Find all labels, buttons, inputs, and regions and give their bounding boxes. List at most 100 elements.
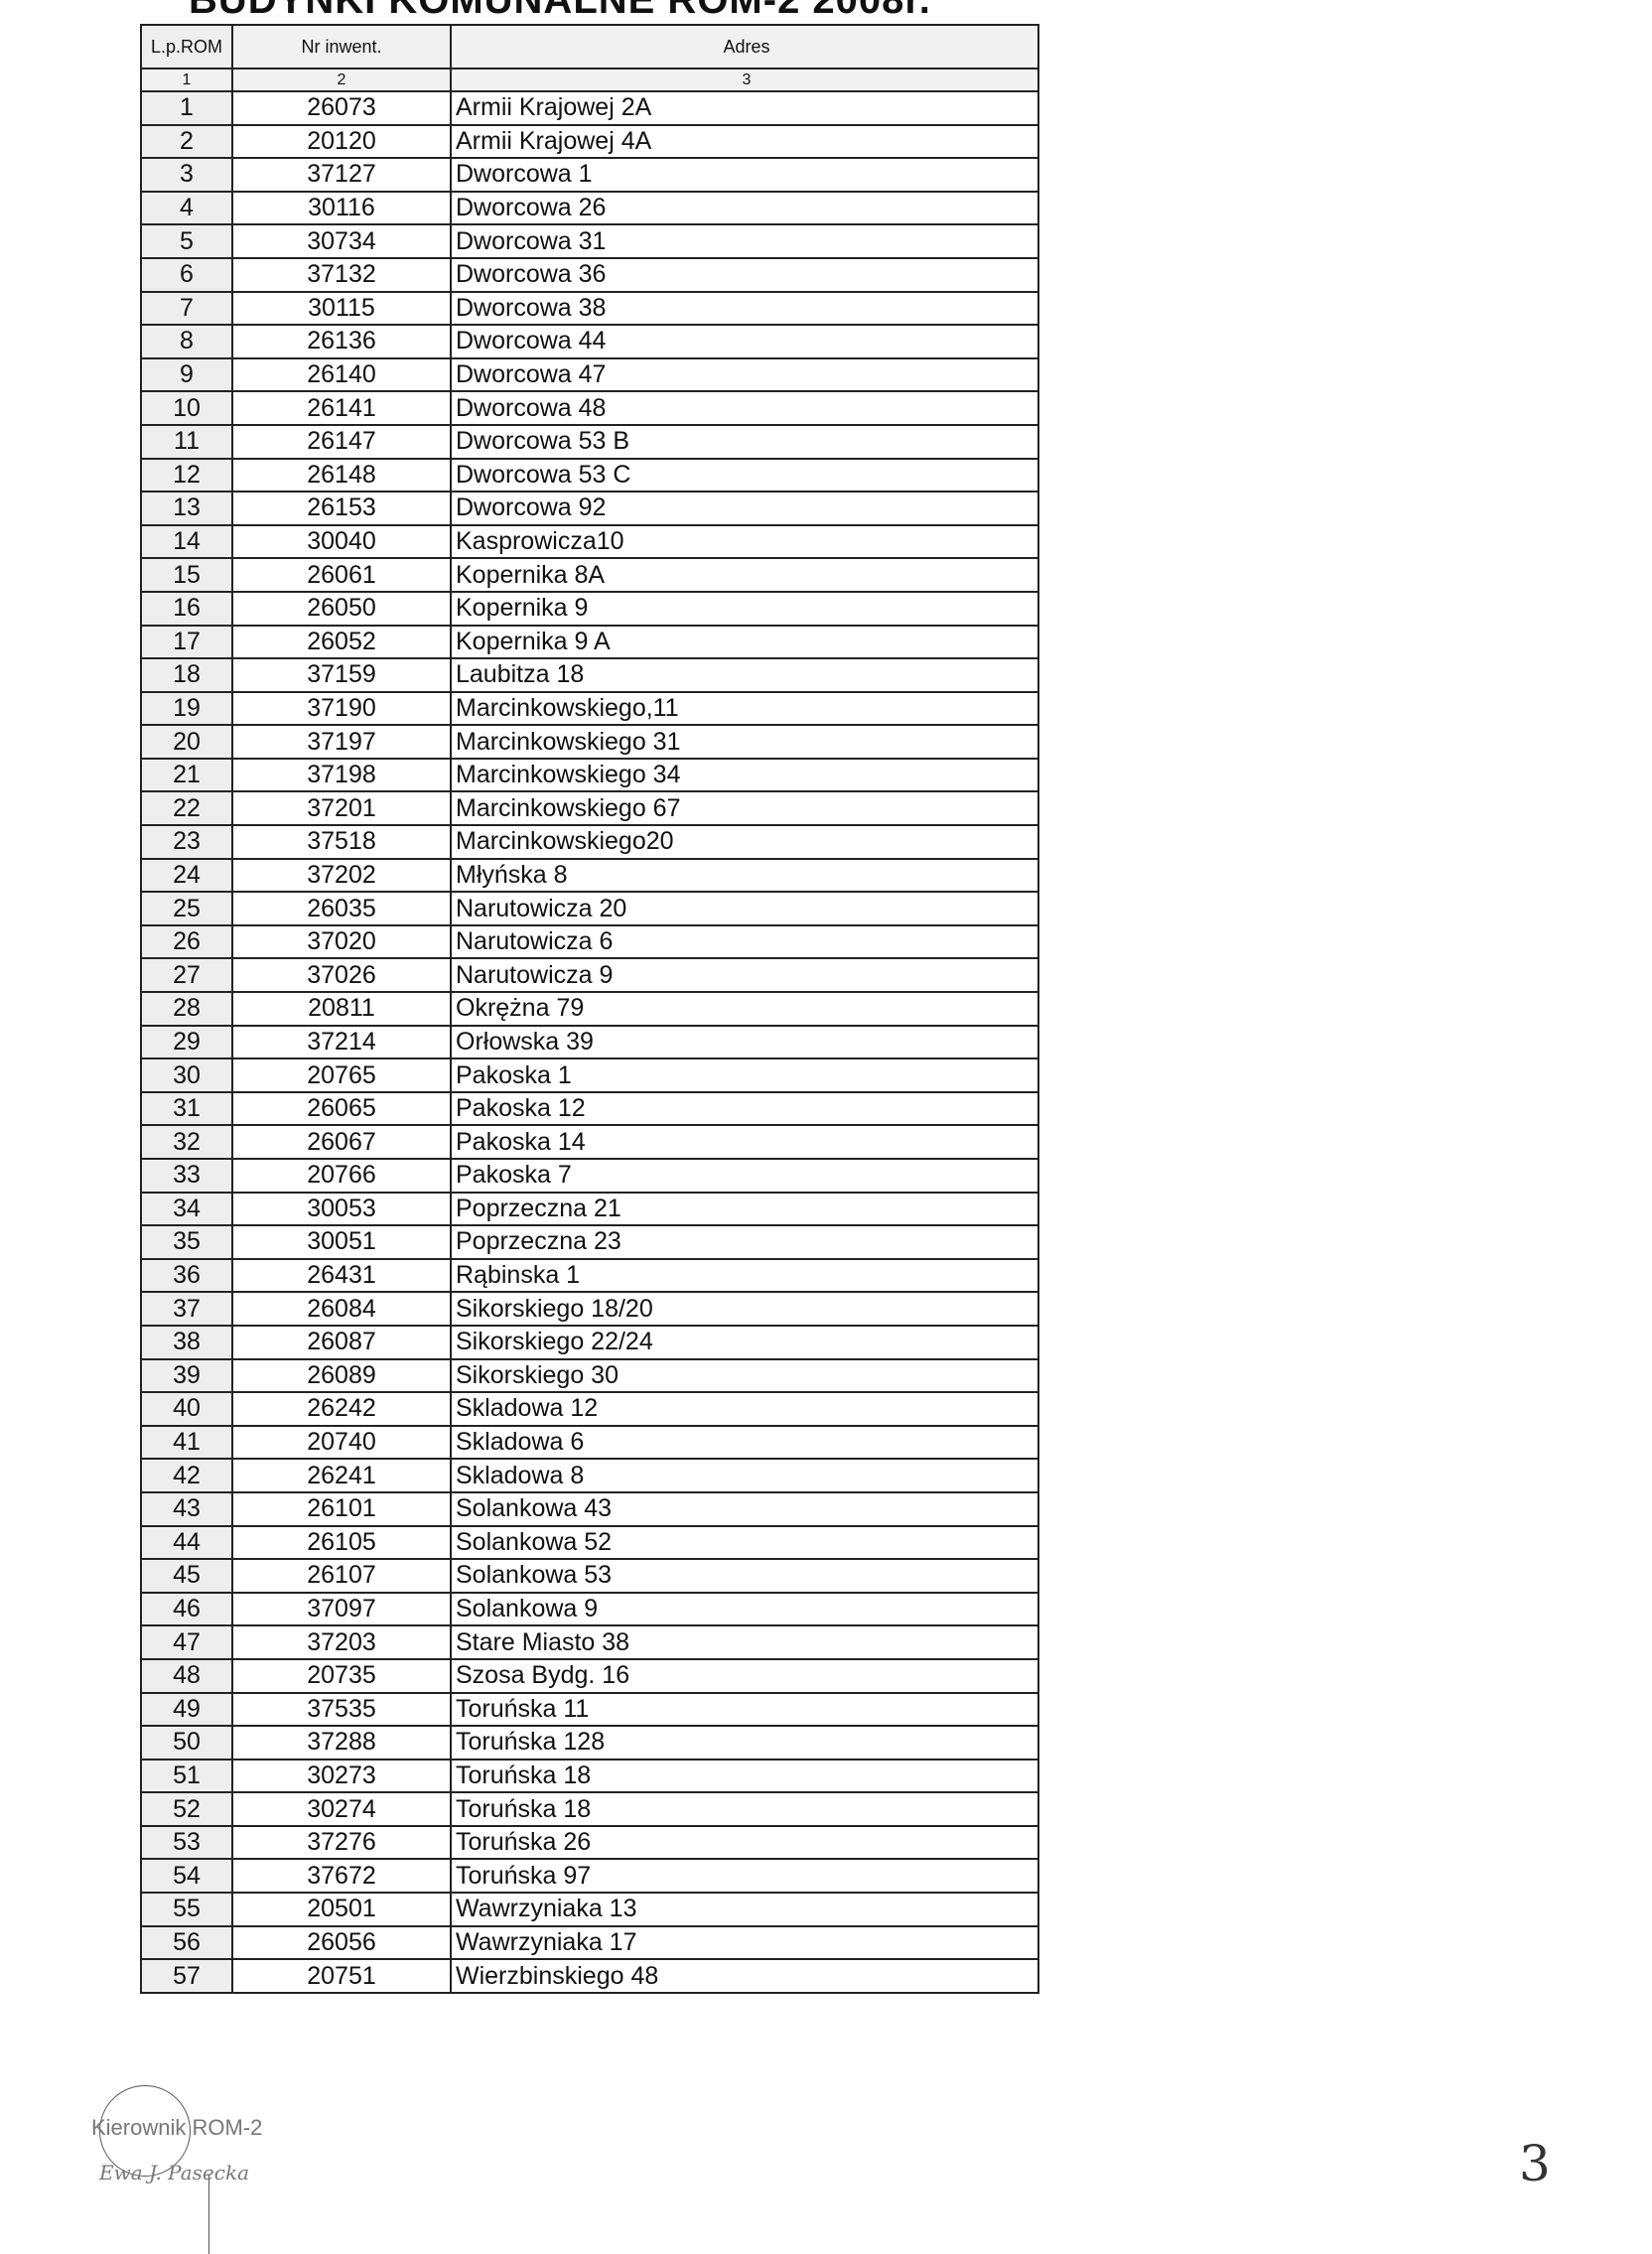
address: Toruńska 97 — [450, 1858, 1039, 1895]
inventory-number: 26052 — [231, 624, 452, 660]
row-number: 18 — [140, 657, 233, 693]
inventory-number: 37020 — [231, 923, 452, 960]
address: Dworcowa 47 — [450, 356, 1039, 393]
address: Toruńska 18 — [450, 1791, 1039, 1827]
inventory-number: 37535 — [231, 1691, 452, 1728]
table-row: 24 37202 Młyńska 8 — [140, 857, 1039, 894]
address: Poprzeczna 21 — [450, 1191, 1039, 1227]
inventory-number: 26084 — [231, 1291, 452, 1327]
address: Solankowa 52 — [450, 1524, 1039, 1561]
inventory-number: 26147 — [231, 423, 452, 460]
row-number: 16 — [140, 590, 233, 627]
row-number: 4 — [140, 190, 233, 226]
table-row: 11 26147 Dworcowa 53 B — [140, 423, 1039, 460]
address: Dworcowa 26 — [450, 190, 1039, 226]
column-number: 3 — [450, 68, 1039, 92]
table-row: 15 26061 Kopernika 8A — [140, 557, 1039, 593]
inventory-number: 37132 — [231, 256, 452, 293]
address: Kopernika 9 — [450, 590, 1039, 627]
address: Dworcowa 44 — [450, 324, 1039, 359]
table-row: 54 37672 Toruńska 97 — [140, 1858, 1039, 1895]
table-row: 53 37276 Toruńska 26 — [140, 1824, 1039, 1861]
inventory-number: 26089 — [231, 1357, 452, 1394]
inventory-number: 20751 — [231, 1958, 452, 1994]
table-row: 1 26073 Armii Krajowej 2A — [140, 90, 1039, 126]
inventory-number: 26073 — [231, 90, 452, 126]
address: Dworcowa 53 B — [450, 423, 1039, 460]
inventory-number: 26101 — [231, 1490, 452, 1527]
address: Szosa Bydg. 16 — [450, 1657, 1039, 1694]
address: Armii Krajowej 2A — [450, 90, 1039, 126]
address: Skladowa 8 — [450, 1458, 1039, 1493]
row-number: 47 — [140, 1624, 233, 1660]
inventory-number: 20735 — [231, 1657, 452, 1694]
address: Wawrzyniaka 13 — [450, 1892, 1039, 1927]
table-row: 32 26067 Pakoska 14 — [140, 1124, 1039, 1160]
row-number: 31 — [140, 1090, 233, 1127]
inventory-number: 30053 — [231, 1191, 452, 1227]
address: Toruńska 128 — [450, 1725, 1039, 1761]
address: Kasprowicza10 — [450, 523, 1039, 560]
inventory-number: 37214 — [231, 1024, 452, 1060]
row-number: 9 — [140, 356, 233, 393]
inventory-number: 37672 — [231, 1858, 452, 1895]
address: Toruńska 11 — [450, 1691, 1039, 1728]
document-title: BUDYNKI KOMUNALNE ROM-2 2008r. — [189, 0, 931, 22]
row-number: 45 — [140, 1558, 233, 1594]
row-number: 1 — [140, 90, 233, 126]
row-number: 37 — [140, 1291, 233, 1327]
row-number: 7 — [140, 290, 233, 327]
inventory-number: 26148 — [231, 457, 452, 493]
table-row: 20 37197 Marcinkowskiego 31 — [140, 724, 1039, 760]
address: Dworcowa 36 — [450, 256, 1039, 293]
row-number: 6 — [140, 256, 233, 293]
table-row: 26 37020 Narutowicza 6 — [140, 923, 1039, 960]
inventory-number: 26241 — [231, 1458, 452, 1493]
address: Młyńska 8 — [450, 857, 1039, 894]
inventory-number: 26140 — [231, 356, 452, 393]
row-number: 54 — [140, 1858, 233, 1895]
row-number: 51 — [140, 1758, 233, 1794]
table-row: 42 26241 Skladowa 8 — [140, 1458, 1039, 1493]
row-number: 49 — [140, 1691, 233, 1728]
buildings-table: L.p.ROM Nr inwent. Adres 1 2 3 1 26073 Arm… — [140, 24, 1039, 1994]
table-row: 47 37203 Stare Miasto 38 — [140, 1624, 1039, 1660]
inventory-number: 30273 — [231, 1758, 452, 1794]
table-row: 41 20740 Skladowa 6 — [140, 1424, 1039, 1461]
address: Dworcowa 48 — [450, 390, 1039, 426]
inventory-number: 37276 — [231, 1824, 452, 1861]
address: Pakoska 7 — [450, 1158, 1039, 1194]
inventory-number: 20765 — [231, 1057, 452, 1093]
row-number: 19 — [140, 690, 233, 727]
address: Dworcowa 31 — [450, 223, 1039, 259]
inventory-number: 26107 — [231, 1558, 452, 1594]
inventory-number: 37288 — [231, 1725, 452, 1761]
table-row: 3 37127 Dworcowa 1 — [140, 157, 1039, 193]
address: Kopernika 8A — [450, 557, 1039, 593]
table-row: 34 30053 Poprzeczna 21 — [140, 1191, 1039, 1227]
row-number: 29 — [140, 1024, 233, 1060]
row-number: 14 — [140, 523, 233, 560]
inventory-number: 26067 — [231, 1124, 452, 1160]
table-row: 23 37518 Marcinkowskiego20 — [140, 824, 1039, 860]
row-number: 46 — [140, 1591, 233, 1627]
header-row: L.p.ROM Nr inwent. Adres — [140, 24, 1039, 70]
address: Pakoska 1 — [450, 1057, 1039, 1093]
table-row: 30 20765 Pakoska 1 — [140, 1057, 1039, 1093]
address: Laubitza 18 — [450, 657, 1039, 693]
inventory-number: 26061 — [231, 557, 452, 593]
address: Marcinkowskiego,11 — [450, 690, 1039, 727]
inventory-number: 26153 — [231, 491, 452, 526]
inventory-number: 26136 — [231, 324, 452, 359]
inventory-number: 30115 — [231, 290, 452, 327]
inventory-number: 20811 — [231, 991, 452, 1027]
table-row: 38 26087 Sikorskiego 22/24 — [140, 1324, 1039, 1360]
table-row: 29 37214 Orłowska 39 — [140, 1024, 1039, 1060]
address: Armii Krajowej 4A — [450, 123, 1039, 160]
table-row: 10 26141 Dworcowa 48 — [140, 390, 1039, 426]
address: Solankowa 43 — [450, 1490, 1039, 1527]
inventory-number: 30274 — [231, 1791, 452, 1827]
table-row: 28 20811 Okrężna 79 — [140, 991, 1039, 1027]
header-inventory-number: Nr inwent. — [231, 24, 452, 70]
address: Narutowicza 6 — [450, 923, 1039, 960]
